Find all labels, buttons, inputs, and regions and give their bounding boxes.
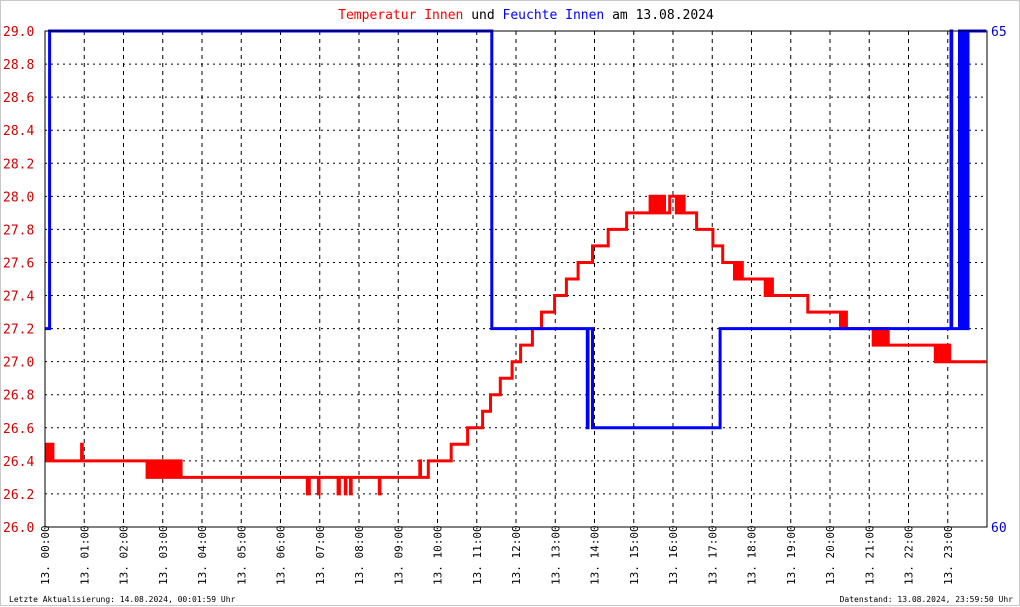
x-tick-label: 13. 22:00 xyxy=(903,525,916,585)
footer-last-update: Letzte Aktualisierung: 14.08.2024, 00:01… xyxy=(9,595,236,604)
y-axis-left-temperature: 26.0 26.2 26.4 26.6 26.8 27.0 27.2 27.4 27.6 27.8… xyxy=(3,25,34,536)
y-left-tick-label: 28.4 xyxy=(3,124,34,139)
y-left-tick-label: 27.0 xyxy=(3,356,34,371)
y-left-tick-label: 28.0 xyxy=(3,190,34,205)
y-left-tick-label: 27.8 xyxy=(3,223,34,238)
y-axis-right-humidity: 60 65 xyxy=(991,25,1007,536)
x-tick-label: 13. 03:00 xyxy=(157,525,170,585)
y-left-tick-label: 26.8 xyxy=(3,389,34,404)
title-part-temperature: Temperatur Innen xyxy=(338,8,463,23)
y-right-tick-label: 65 xyxy=(991,25,1007,40)
x-tick-label: 13. 04:00 xyxy=(196,525,209,585)
x-axis-time: 13. 00:00 13. 01:00 13. 02:00 13. 03:00 13. … xyxy=(39,525,955,585)
x-tick-label: 13. 05:00 xyxy=(235,525,248,585)
x-tick-label: 13. 09:00 xyxy=(392,525,405,585)
x-tick-label: 13. 17:00 xyxy=(706,525,719,585)
y-left-tick-label: 27.2 xyxy=(3,323,34,338)
footer-data-status: Datenstand: 13.08.2024, 23:59:50 Uhr xyxy=(840,595,1014,604)
x-tick-label: 13. 20:00 xyxy=(824,525,837,585)
x-tick-label: 13. 08:00 xyxy=(353,525,366,585)
x-tick-label: 13. 11:00 xyxy=(471,525,484,585)
x-tick-label: 13. 06:00 xyxy=(275,525,288,585)
y-left-tick-label: 28.6 xyxy=(3,91,34,106)
x-tick-label: 13. 16:00 xyxy=(667,525,680,585)
series-line-temperatur-innen xyxy=(44,194,987,496)
x-tick-label: 13. 23:00 xyxy=(942,525,955,585)
x-tick-label: 13. 01:00 xyxy=(78,525,91,585)
y-left-tick-label: 28.2 xyxy=(3,157,34,172)
x-tick-label: 13. 14:00 xyxy=(589,525,602,585)
y-left-tick-label: 29.0 xyxy=(3,25,34,40)
x-tick-label: 13. 19:00 xyxy=(785,525,798,585)
y-left-tick-label: 27.4 xyxy=(3,290,34,305)
x-tick-label: 13. 10:00 xyxy=(432,525,445,585)
y-left-tick-label: 26.6 xyxy=(3,422,34,437)
y-right-tick-label: 60 xyxy=(991,521,1007,536)
title-part-and: und xyxy=(463,8,502,23)
x-tick-label: 13. 00:00 xyxy=(39,525,52,585)
x-tick-label: 13. 02:00 xyxy=(118,525,131,585)
y-left-tick-label: 28.8 xyxy=(3,58,34,73)
plot-border xyxy=(44,30,988,528)
y-left-tick-label: 26.0 xyxy=(3,521,34,536)
x-tick-label: 13. 07:00 xyxy=(314,525,327,585)
x-tick-label: 13. 18:00 xyxy=(746,525,759,585)
chart-title: Temperatur Innen und Feuchte Innen am 13… xyxy=(338,8,714,23)
title-part-date: am 13.08.2024 xyxy=(604,8,714,23)
y-left-tick-label: 26.2 xyxy=(3,488,34,503)
x-tick-label: 13. 21:00 xyxy=(863,525,876,585)
x-tick-label: 13. 12:00 xyxy=(510,525,523,585)
y-left-tick-label: 26.4 xyxy=(3,455,34,470)
grid-lines xyxy=(45,31,987,527)
x-tick-label: 13. 15:00 xyxy=(628,525,641,585)
y-left-tick-label: 27.6 xyxy=(3,256,34,271)
x-tick-label: 13. 13:00 xyxy=(549,525,562,585)
title-part-humidity: Feuchte Innen xyxy=(503,8,605,23)
